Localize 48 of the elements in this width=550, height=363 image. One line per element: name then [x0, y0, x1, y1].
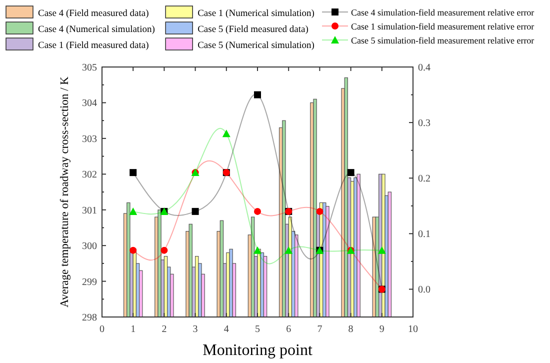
legend-label: Case 1 simulation-field measurement relative error	[351, 22, 534, 32]
y-tick-label: 300	[82, 241, 97, 252]
point	[130, 169, 137, 176]
point	[378, 246, 386, 254]
point	[160, 246, 168, 254]
x-tick-label: 1	[130, 324, 136, 335]
y-tick-label: 302	[82, 170, 97, 181]
point	[316, 208, 324, 215]
y2-tick-label: 0.3	[418, 118, 430, 130]
point	[254, 91, 261, 98]
legend-label: Case 5 simulation-field measurement relative error	[351, 36, 534, 46]
point	[347, 169, 354, 176]
x-axis-title: Monitoring point	[202, 342, 313, 359]
x-tick-label: 4	[224, 324, 229, 335]
x-tick-label: 9	[379, 324, 384, 335]
y2-tick-label: 0.4	[418, 62, 430, 74]
legend-label: Case 4 (Numerical simulation)	[38, 25, 155, 35]
y-tick-label: 301	[82, 205, 97, 216]
y-tick-label: 299	[82, 276, 97, 288]
y-tick-label: 303	[82, 134, 97, 145]
legend-label: Case 5 (Field measured data)	[198, 25, 308, 35]
point	[130, 246, 137, 254]
point	[254, 208, 261, 215]
point	[129, 207, 138, 215]
x-tick-label: 3	[192, 324, 198, 335]
point	[222, 130, 230, 138]
x-tick-label: 5	[255, 324, 260, 335]
y2-tick-label: 0.0	[418, 284, 430, 296]
x-tick-label: 10	[408, 324, 418, 335]
point	[254, 246, 262, 254]
legend-label: Case 1 (Numerical simulation)	[198, 9, 314, 19]
x-tick-label: 6	[286, 324, 292, 335]
y-tick-label: 304	[82, 98, 97, 110]
x-tick-label: 7	[317, 324, 322, 335]
legend-label: Case 5 (Numerical simulation)	[198, 41, 314, 51]
y-axis-title: Average temperature of roadway cross-section / K	[59, 76, 71, 308]
legend-label: Case 4 (Field measured data)	[38, 9, 149, 19]
x-tick-label: 2	[162, 324, 167, 335]
point	[192, 208, 199, 215]
y-tick-label: 305	[82, 62, 97, 74]
y2-tick-label: 0.1	[418, 229, 430, 240]
legend-label: Case 1 (Field measured data)	[38, 41, 149, 51]
point	[284, 246, 293, 254]
x-tick-label: 8	[348, 324, 354, 335]
x-tick-label: 0	[100, 324, 104, 335]
y2-tick-label: 0.2	[418, 174, 430, 185]
y-tick-label: 298	[82, 312, 97, 324]
legend-label: Case 4 simulation-field measurement relative error	[351, 8, 534, 18]
